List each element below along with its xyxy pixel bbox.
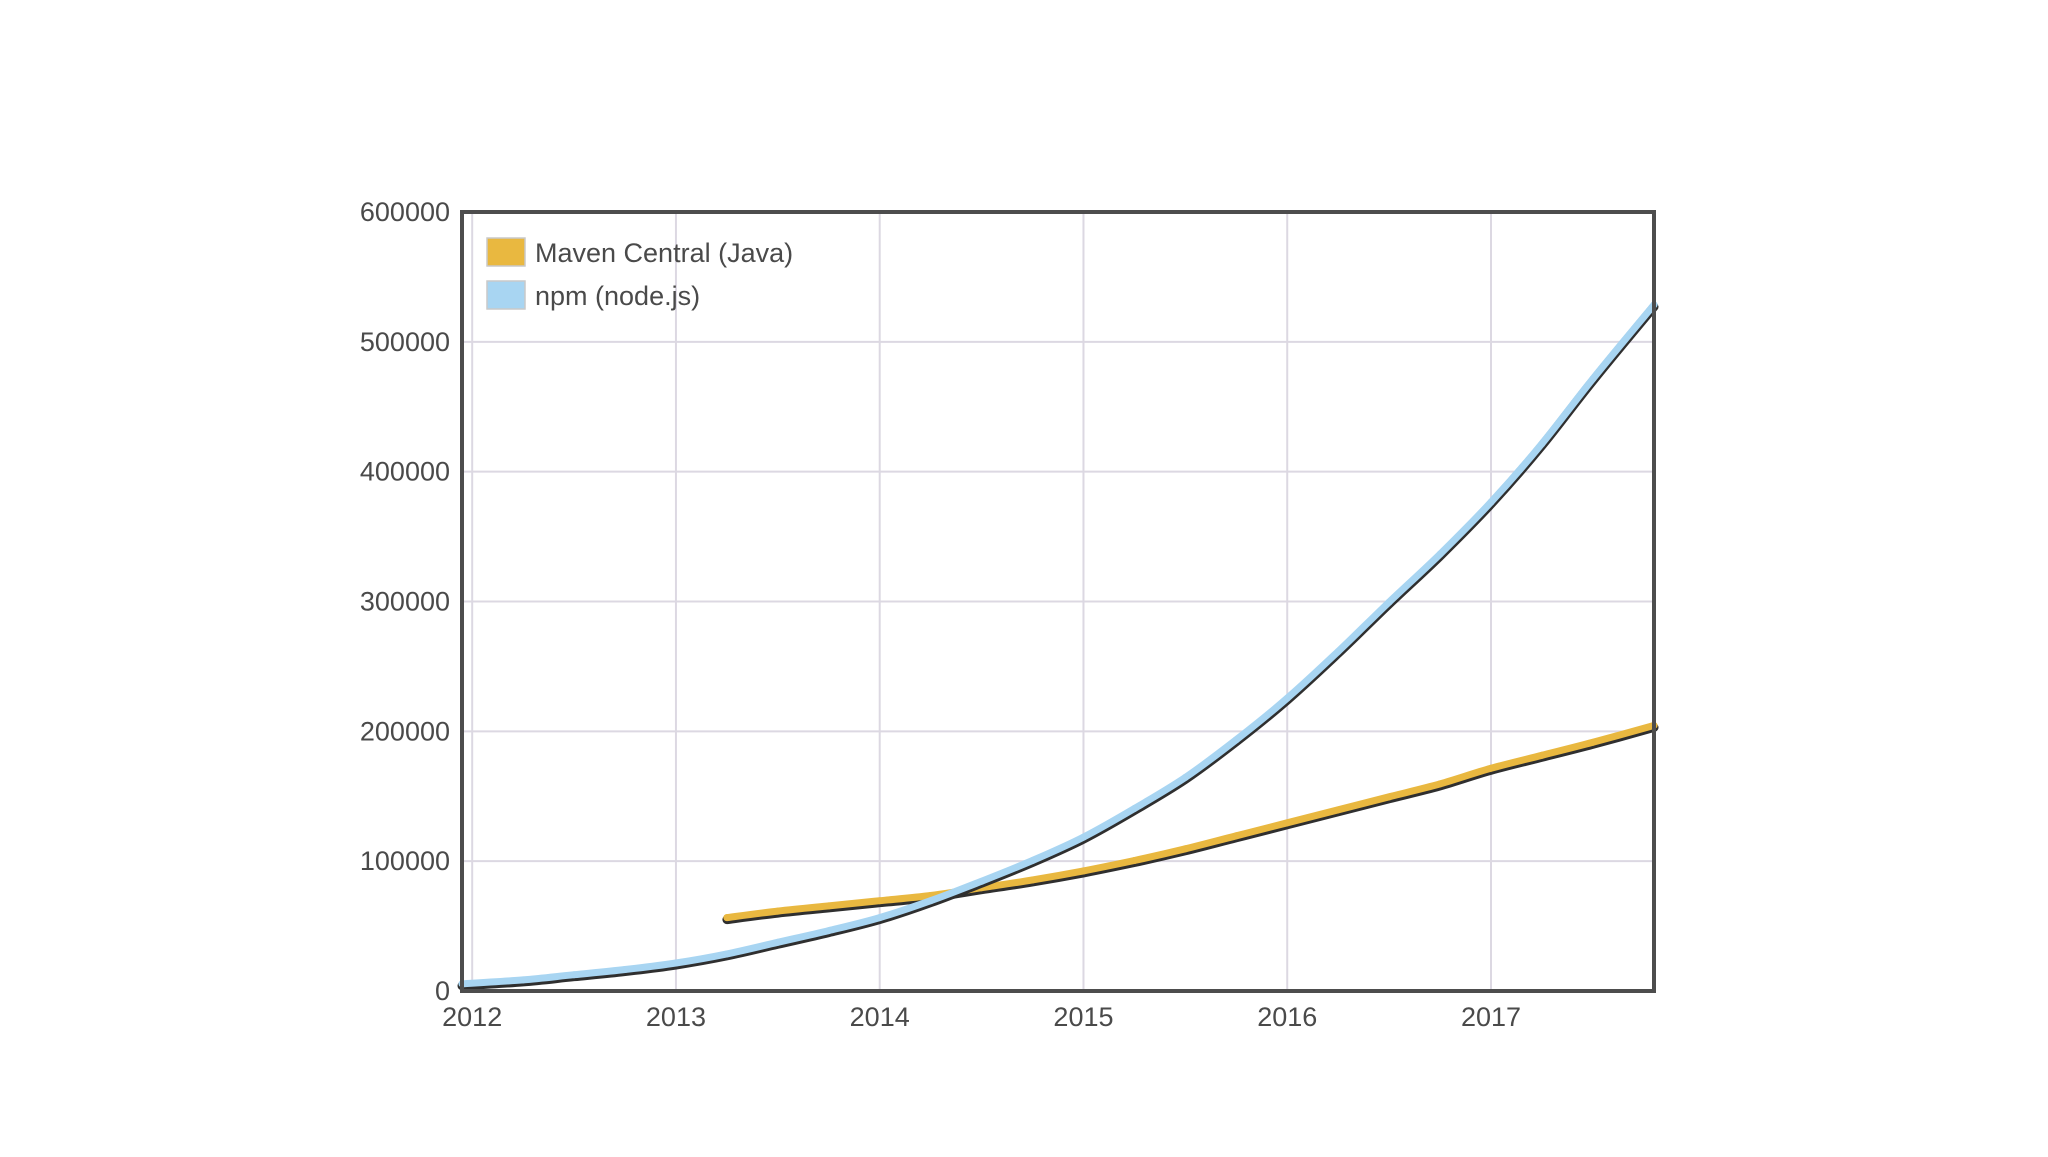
x-tick-label: 2015 <box>1053 1002 1113 1032</box>
data-point <box>1538 440 1546 448</box>
legend-swatch <box>486 280 526 310</box>
data-point <box>1436 780 1444 788</box>
data-point <box>876 897 884 905</box>
legend-swatch <box>486 237 526 267</box>
plot-frame <box>460 210 1656 993</box>
data-point <box>1589 738 1597 746</box>
data-point <box>1487 498 1495 506</box>
series-0 <box>722 721 1659 925</box>
data-point <box>519 976 527 984</box>
data-point <box>1079 833 1087 841</box>
data-point <box>672 959 680 967</box>
data-point <box>927 897 935 905</box>
data-point <box>1334 647 1342 655</box>
series-1 <box>457 301 1659 991</box>
data-point <box>1232 832 1240 840</box>
data-point <box>621 966 629 974</box>
legend-label: Maven Central (Java) <box>535 238 793 268</box>
x-tick-label: 2017 <box>1461 1002 1521 1032</box>
data-point <box>876 914 884 922</box>
x-tick-label: 2013 <box>646 1002 706 1032</box>
y-tick-label: 500000 <box>360 327 450 357</box>
x-tick-label: 2012 <box>442 1002 502 1032</box>
data-point <box>570 971 578 979</box>
y-tick-label: 600000 <box>360 197 450 227</box>
data-point <box>825 902 833 910</box>
legend-label: npm (node.js) <box>535 281 700 311</box>
x-tick-label: 2016 <box>1257 1002 1317 1032</box>
y-tick-label: 200000 <box>360 716 450 746</box>
data-point <box>1283 819 1291 827</box>
data-point <box>1487 764 1495 772</box>
x-tick-label: 2014 <box>850 1002 910 1032</box>
data-point <box>1283 694 1291 702</box>
data-point <box>1079 867 1087 875</box>
y-tick-label: 300000 <box>360 587 450 617</box>
axes: 0 100000 200000 300000 400000 500000 600000 201… <box>360 197 1521 1032</box>
series-layer <box>457 301 1659 991</box>
data-point <box>1029 876 1037 884</box>
data-point <box>1130 856 1138 864</box>
y-tick-label: 100000 <box>360 846 450 876</box>
data-point <box>723 914 731 922</box>
data-point <box>1029 856 1037 864</box>
data-point <box>1334 806 1342 814</box>
data-point <box>978 877 986 885</box>
data-point <box>1589 375 1597 383</box>
y-tick-label: 0 <box>435 976 450 1006</box>
data-point <box>774 938 782 946</box>
data-point <box>1385 793 1393 801</box>
data-point <box>1181 845 1189 853</box>
data-point <box>774 907 782 915</box>
data-point <box>723 950 731 958</box>
data-point <box>1181 773 1189 781</box>
data-point <box>1385 598 1393 606</box>
data-point <box>825 927 833 935</box>
y-tick-label: 400000 <box>360 457 450 487</box>
data-point <box>1436 550 1444 558</box>
data-point <box>1130 805 1138 813</box>
data-point <box>1232 736 1240 744</box>
data-point <box>1538 751 1546 759</box>
legend: Maven Central (Java) npm (node.js) <box>486 237 793 311</box>
